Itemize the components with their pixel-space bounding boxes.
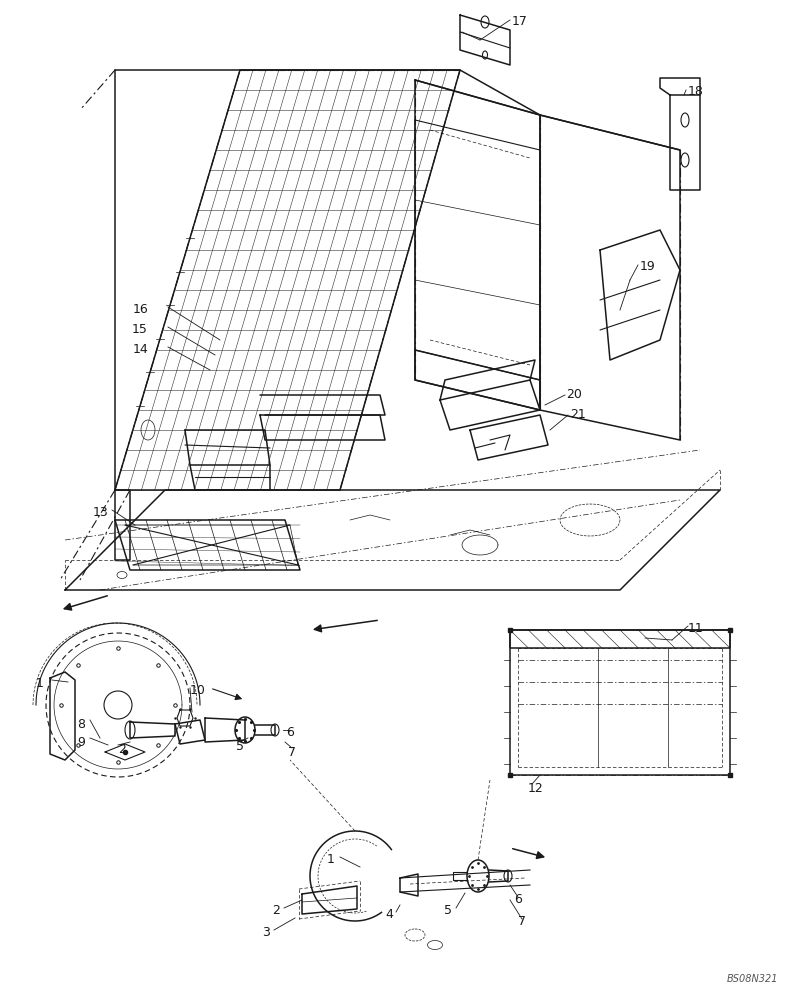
Text: 7: 7 [518, 915, 526, 928]
Text: 17: 17 [512, 15, 528, 28]
Text: 20: 20 [566, 388, 582, 401]
Text: 21: 21 [570, 408, 586, 421]
Text: 3: 3 [262, 926, 270, 939]
Text: 15: 15 [132, 323, 148, 336]
Text: 19: 19 [640, 260, 656, 273]
Text: 18: 18 [688, 85, 704, 98]
Text: 13: 13 [92, 506, 108, 519]
Text: 7: 7 [288, 746, 296, 759]
Text: 14: 14 [132, 343, 148, 356]
Text: 6: 6 [514, 893, 522, 906]
Text: 10: 10 [190, 684, 206, 697]
Text: 11: 11 [688, 622, 704, 635]
Text: 2: 2 [118, 743, 126, 756]
Text: 16: 16 [132, 303, 148, 316]
Text: 12: 12 [528, 782, 544, 795]
Text: 5: 5 [444, 904, 452, 917]
Text: 2: 2 [272, 904, 280, 917]
Text: 1: 1 [36, 677, 44, 690]
Text: 4: 4 [385, 908, 393, 921]
Text: BS08N321: BS08N321 [727, 974, 778, 984]
Text: 6: 6 [286, 726, 294, 739]
Text: 1: 1 [327, 853, 335, 866]
Text: 5: 5 [236, 740, 244, 753]
Text: 9: 9 [77, 736, 85, 749]
Text: 8: 8 [77, 718, 85, 731]
